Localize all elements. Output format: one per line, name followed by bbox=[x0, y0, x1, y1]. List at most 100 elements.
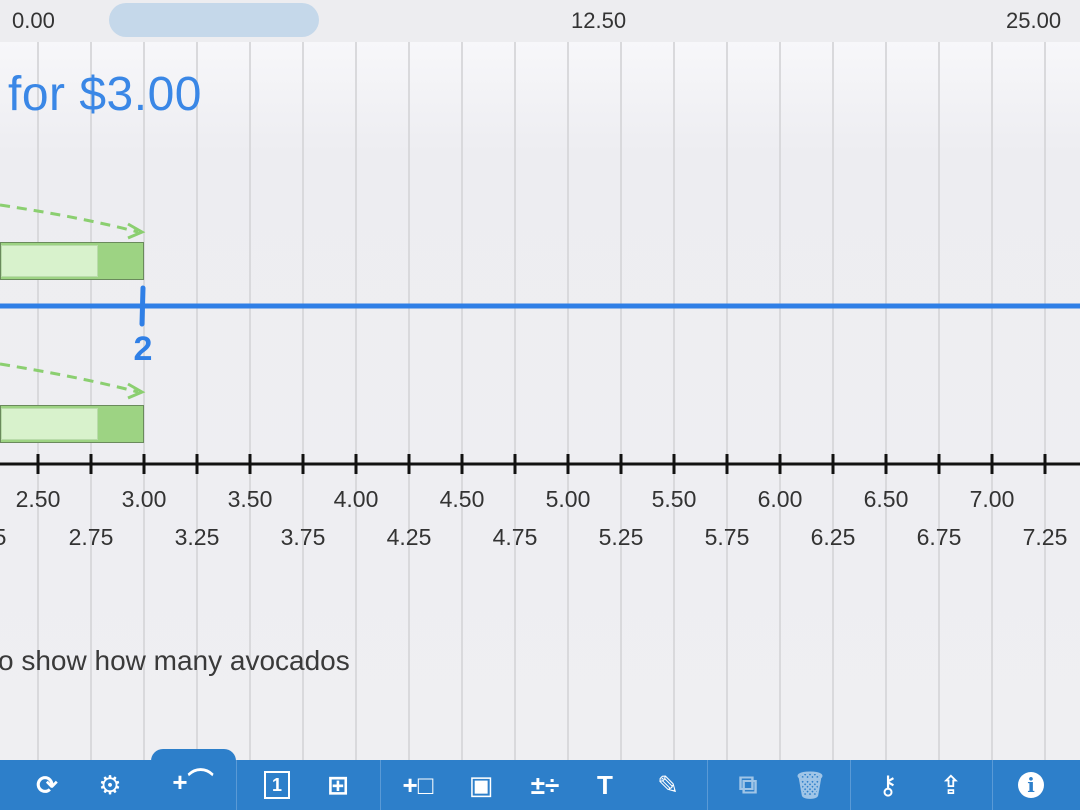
add-jump-tool[interactable]: +⌒ bbox=[165, 750, 221, 810]
bar-model-bottom[interactable] bbox=[0, 405, 144, 443]
gridline bbox=[726, 42, 728, 760]
drawn-tick-mark bbox=[139, 285, 146, 327]
axis-minor-labels: 5 2.75 3.25 3.75 4.25 4.75 5.25 5.75 6.25 6.75 7.2… bbox=[0, 524, 1080, 554]
axis-ticks bbox=[36, 454, 1047, 474]
toolbar-separator bbox=[850, 760, 851, 810]
gridline bbox=[143, 42, 145, 760]
gridline bbox=[991, 42, 993, 760]
axis-major-label: 4.50 bbox=[439, 486, 485, 512]
bar-model-top[interactable] bbox=[0, 242, 144, 280]
axis-minor-label: 7.25 bbox=[1022, 524, 1068, 550]
key-tool[interactable]: ⚷ bbox=[860, 760, 916, 810]
gridline bbox=[567, 42, 569, 760]
number-line-workspace[interactable]: for $3.00 2.50 3.00 3.50 4.00 4.50 5.00 5.50 6.… bbox=[0, 42, 1080, 760]
axis-major-label: 2.50 bbox=[15, 486, 61, 512]
add-bar-icon: +□ bbox=[402, 769, 434, 800]
jump-arrow-top-head bbox=[127, 222, 146, 240]
share-tool[interactable]: ⇪ bbox=[923, 760, 979, 810]
scroll-thumb[interactable] bbox=[109, 3, 319, 37]
gridline bbox=[249, 42, 251, 760]
axis-major-label: 7.00 bbox=[969, 486, 1015, 512]
axis-major-labels: 2.50 3.00 3.50 4.00 4.50 5.00 5.50 6.00 6.50 7.00… bbox=[0, 486, 1080, 516]
gridline bbox=[37, 42, 39, 760]
share-icon: ⇪ bbox=[940, 769, 962, 800]
axis-major-label: 4.00 bbox=[333, 486, 379, 512]
horizontal-scrollbar[interactable]: 0.00 12.50 25.00 bbox=[0, 0, 1080, 42]
axis-minor-label: 5.75 bbox=[704, 524, 750, 550]
pencil-tool[interactable]: ✎ bbox=[640, 760, 696, 810]
operations-icon: ±÷ bbox=[530, 769, 560, 800]
tick-marks-tool[interactable]: ⊞ bbox=[310, 760, 366, 810]
tick-marks-icon: ⊞ bbox=[327, 769, 349, 800]
grid-settings-icon: ⚙ bbox=[98, 769, 122, 800]
gridline bbox=[885, 42, 887, 760]
axis-minor-label: 6.25 bbox=[810, 524, 856, 550]
toolbar-separator bbox=[380, 760, 381, 810]
axis-major-label: 5.50 bbox=[651, 486, 697, 512]
text-icon: T bbox=[597, 769, 613, 800]
axis-major-label: 6.00 bbox=[757, 486, 803, 512]
toolbar-separator bbox=[992, 760, 993, 810]
bar-label-icon: ▣ bbox=[468, 769, 494, 800]
gridline bbox=[620, 42, 622, 760]
toolbar-separator bbox=[236, 760, 237, 810]
problem-heading: for $3.00 bbox=[8, 68, 202, 121]
duplicate-tool[interactable]: ⧉ bbox=[720, 760, 776, 810]
gridline bbox=[461, 42, 463, 760]
bar-label-tool[interactable]: ▣ bbox=[453, 760, 509, 810]
gridline bbox=[196, 42, 198, 760]
gridline bbox=[673, 42, 675, 760]
text-tool[interactable]: T bbox=[577, 760, 633, 810]
info-icon: i bbox=[1018, 772, 1044, 798]
drawn-marker-label: 2 bbox=[134, 330, 153, 368]
scroll-mid-label: 12.50 bbox=[571, 8, 627, 33]
number-box-tool[interactable]: 1 bbox=[249, 760, 305, 810]
axis-minor-label: 5 bbox=[0, 524, 6, 551]
axis-major-label: 6.50 bbox=[863, 486, 909, 512]
delete-tool[interactable]: 🗑 bbox=[782, 760, 838, 810]
axis-major-label: 5.00 bbox=[545, 486, 591, 512]
operations-tool[interactable]: ±÷ bbox=[517, 760, 573, 810]
jump-arrow-bottom-head bbox=[127, 382, 146, 400]
scroll-start-label: 0.00 bbox=[12, 8, 55, 33]
add-bar-tool[interactable]: +□ bbox=[390, 760, 446, 810]
gridline bbox=[90, 42, 92, 760]
gridline bbox=[938, 42, 940, 760]
scroll-end-label: 25.00 bbox=[1006, 8, 1062, 33]
gridline bbox=[832, 42, 834, 760]
refresh-icon: ⟳ bbox=[36, 769, 58, 800]
axis-major-label: 3.50 bbox=[227, 486, 273, 512]
toolbar-separator bbox=[707, 760, 708, 810]
drawing-overlay: 2 bbox=[0, 203, 1080, 474]
pencil-icon: ✎ bbox=[657, 769, 679, 800]
gridline bbox=[408, 42, 410, 760]
trash-icon: 🗑 bbox=[793, 769, 827, 800]
axis-minor-label: 3.25 bbox=[174, 524, 220, 550]
axis-minor-label: 4.25 bbox=[386, 524, 432, 550]
axis-minor-label: 2.75 bbox=[68, 524, 114, 550]
gridline bbox=[779, 42, 781, 760]
axis-minor-label: 6.75 bbox=[916, 524, 962, 550]
duplicate-icon: ⧉ bbox=[738, 769, 758, 799]
add-jump-tool-active[interactable] bbox=[151, 749, 236, 810]
gridline bbox=[514, 42, 516, 760]
jump-arrow-bottom[interactable] bbox=[0, 362, 139, 394]
jump-arrow-top[interactable] bbox=[0, 203, 139, 234]
axis-major-label: 3.00 bbox=[121, 486, 167, 512]
bar-model-bottom-fill bbox=[1, 408, 98, 440]
add-jump-icon: +⌒ bbox=[172, 766, 214, 797]
bar-model-top-fill bbox=[1, 245, 98, 277]
gridline bbox=[355, 42, 357, 760]
bottom-toolbar: ⟳ ⚙ 1 ⊞ +□ ▣ ±÷ T ✎ ⧉ 🗑 ⚷ ⇪ i bbox=[0, 760, 1080, 810]
gridline bbox=[1044, 42, 1046, 760]
question-prompt: o show how many avocados bbox=[0, 645, 350, 676]
settings-tool[interactable]: ⚙ bbox=[82, 760, 138, 810]
axis-minor-label: 4.75 bbox=[492, 524, 538, 550]
info-tool[interactable]: i bbox=[1003, 760, 1059, 810]
axis-minor-label: 3.75 bbox=[280, 524, 326, 550]
gridline bbox=[302, 42, 304, 760]
key-icon: ⚷ bbox=[878, 769, 898, 800]
refresh-tool[interactable]: ⟳ bbox=[19, 760, 75, 810]
number-box-icon: 1 bbox=[264, 771, 290, 799]
axis-minor-label: 5.25 bbox=[598, 524, 644, 550]
